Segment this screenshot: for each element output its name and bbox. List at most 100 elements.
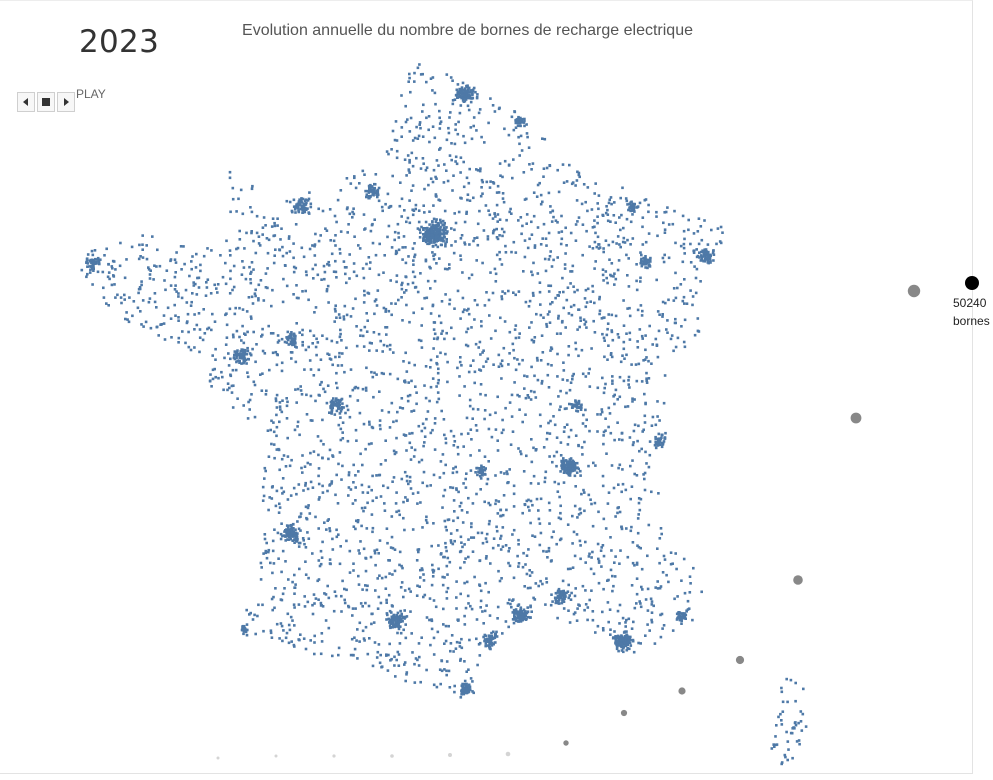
charger-point [363,293,366,297]
charger-point [578,405,582,409]
charger-point [313,244,316,248]
charger-point [289,524,293,527]
charger-point [282,454,286,457]
charger-point [571,462,575,466]
charger-point [320,640,324,643]
charger-point [448,154,452,157]
charger-point [550,535,554,539]
charger-point [309,419,313,422]
charger-point [456,83,460,86]
charger-point [348,415,352,419]
charger-point [479,488,482,491]
charger-point [577,171,581,175]
charger-point [575,461,579,465]
charger-point [331,537,334,541]
charger-point [522,617,526,621]
charger-point [174,261,178,264]
timeline-point[interactable] [620,709,628,717]
charger-point [456,516,460,520]
timeline-point[interactable] [216,756,220,760]
charger-point [269,629,273,632]
charger-point [613,630,616,633]
charger-point [446,573,449,576]
charger-point [650,611,654,614]
charger-point [621,616,625,620]
charger-point [704,250,707,254]
charger-point [613,402,616,406]
charger-point [640,380,644,383]
charger-point [607,578,610,582]
timeline-point[interactable] [505,751,511,757]
charger-point [228,307,232,311]
charger-point [301,290,304,293]
charger-point [232,285,236,289]
timeline-point[interactable] [735,655,745,665]
charger-point [379,339,382,343]
timeline-point[interactable] [563,740,569,746]
timeline-point[interactable] [678,687,686,695]
charger-point [386,669,390,672]
charger-point [202,308,205,311]
timeline-point[interactable] [448,753,452,757]
charger-point [636,544,639,547]
charger-point [627,639,631,643]
timeline-current-point[interactable] [965,276,979,290]
charger-point [405,479,409,483]
charger-point [619,196,622,200]
timeline-point[interactable] [332,754,336,758]
charger-point [284,539,287,542]
charger-point [539,531,543,535]
timeline-point[interactable] [793,575,803,585]
forward-button[interactable] [57,92,75,112]
back-button[interactable] [17,92,35,112]
charger-point [339,398,343,402]
charger-point [585,326,588,329]
charger-point [343,304,347,308]
stop-button[interactable] [37,92,55,112]
timeline-point[interactable] [907,284,921,298]
charger-point [304,573,308,576]
charger-point [508,564,512,568]
charger-point [361,605,364,608]
charger-point [462,185,466,189]
charger-point [562,430,566,433]
charger-point [510,393,514,397]
charger-point [505,218,508,222]
charger-point [579,316,582,320]
charger-point [400,614,403,618]
charger-point [446,518,450,522]
charger-point [381,350,384,353]
charger-point [453,539,456,543]
charger-point [546,556,549,559]
timeline-point[interactable] [274,754,278,758]
charger-point [659,635,663,639]
charger-point [604,527,608,530]
timeline-point[interactable] [390,754,394,758]
charger-point [395,419,398,423]
charger-point [545,577,548,580]
charger-point [622,226,625,230]
charger-point [292,265,296,269]
charger-point [442,235,446,238]
charger-point [482,349,485,352]
charger-point [401,407,405,410]
charger-point [705,256,709,260]
charger-point [509,207,512,211]
charger-point [543,480,547,484]
charger-point [484,581,487,585]
charger-point [456,366,459,370]
timeline-point[interactable] [850,412,862,424]
charger-point [391,129,395,133]
charger-point [386,541,389,545]
charger-point [280,598,284,602]
charger-point [326,519,329,522]
charger-point [401,258,404,261]
charger-point [435,385,438,388]
charger-point [235,329,239,333]
charger-point [286,528,290,531]
charger-point [313,641,316,644]
charger-point [712,253,716,256]
charger-point [475,96,479,100]
play-label[interactable]: PLAY [76,87,106,101]
charger-point [455,488,458,492]
